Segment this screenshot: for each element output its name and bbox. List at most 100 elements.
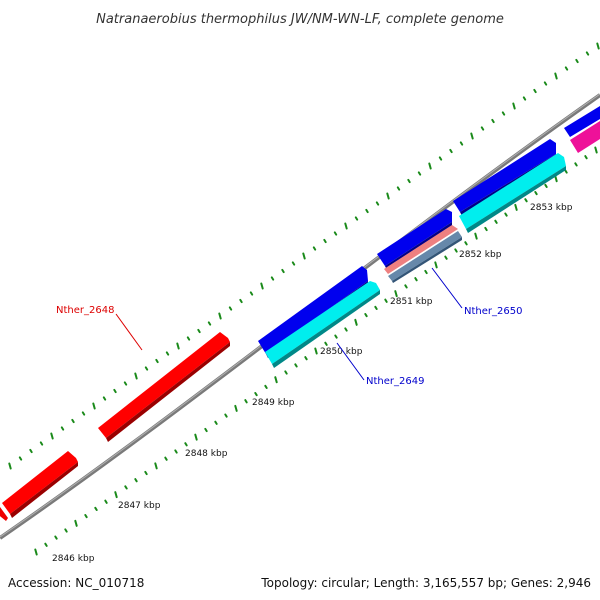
minor-tick (375, 201, 380, 206)
minor-tick (354, 216, 359, 221)
minor-tick (294, 363, 298, 368)
minor-tick (534, 191, 538, 196)
gene-label-nther-2649[interactable]: Nther_2649 (366, 376, 424, 387)
scale-labels: 2846 kbp 2847 kbp 2848 kbp 2849 kbp 2850… (52, 203, 573, 564)
gene-label-nther-2650[interactable]: Nther_2650 (464, 306, 522, 317)
minor-tick (124, 485, 128, 490)
minor-tick (454, 248, 458, 253)
minor-tick (364, 313, 368, 318)
minor-tick (344, 327, 348, 332)
minor-tick (522, 96, 527, 101)
minor-tick (254, 392, 258, 397)
gene-pink-1[interactable] (570, 121, 600, 153)
major-tick (314, 347, 318, 355)
scale-label-2851: 2851 kbp (390, 297, 433, 307)
major-tick (386, 192, 390, 200)
minor-tick (113, 388, 117, 394)
minor-tick (585, 51, 590, 56)
minor-tick (459, 141, 464, 146)
minor-tick (324, 341, 328, 346)
minor-tick (207, 321, 212, 326)
scale-label-2849: 2849 kbp (252, 398, 295, 408)
gene-label-nther-2648[interactable]: Nther_2648 (56, 305, 114, 316)
gene-blue-3[interactable] (453, 139, 556, 212)
gene-cyan-2[interactable] (459, 153, 566, 229)
major-tick (176, 342, 180, 350)
minor-tick (374, 305, 378, 310)
scale-label-2848: 2848 kbp (185, 449, 228, 459)
minor-tick (323, 238, 327, 244)
minor-tick (54, 535, 58, 540)
scale-label-2853: 2853 kbp (530, 203, 573, 213)
minor-tick (491, 118, 495, 124)
major-tick (134, 372, 138, 380)
leader-nther-2650 (431, 267, 463, 309)
minor-tick (39, 441, 44, 446)
minor-tick (134, 478, 138, 483)
minor-tick (204, 427, 208, 433)
minor-tick (417, 171, 422, 176)
major-tick (74, 519, 78, 527)
minor-tick (414, 277, 418, 282)
major-tick (194, 433, 198, 441)
minor-tick (44, 542, 48, 547)
leader-nther-2648 (115, 313, 143, 351)
gene-blue-2[interactable] (377, 209, 452, 266)
minor-tick (60, 426, 65, 431)
scale-label-2847: 2847 kbp (118, 501, 161, 511)
gene-red-2[interactable] (2, 451, 78, 514)
minor-tick (224, 413, 228, 418)
minor-tick (291, 261, 296, 266)
minor-tick (365, 208, 369, 214)
minor-tick (480, 126, 485, 131)
major-tick (92, 402, 96, 410)
gene-nther-2648[interactable] (98, 332, 230, 438)
gene-nther-2650-a[interactable] (384, 225, 458, 274)
minor-tick (270, 276, 275, 281)
minor-tick (334, 334, 338, 339)
major-tick (474, 232, 478, 240)
reverse-strand-genes (265, 121, 600, 368)
gene-blue-4[interactable] (564, 106, 600, 137)
minor-tick (197, 328, 201, 334)
minor-tick (533, 88, 537, 94)
minor-tick (504, 212, 508, 217)
major-tick (218, 312, 222, 320)
major-tick (8, 462, 12, 470)
scale-label-2846: 2846 kbp (52, 554, 95, 564)
minor-tick (281, 268, 285, 274)
minor-tick (64, 528, 68, 533)
genome-summary-text: Topology: circular; Length: 3,165,557 bp… (260, 576, 591, 590)
gene-blue-1[interactable] (258, 266, 368, 354)
major-tick (596, 42, 600, 50)
minor-tick (94, 506, 98, 511)
gene-nther-2650-b-edge (392, 237, 462, 283)
minor-tick (501, 111, 506, 116)
minor-tick (155, 358, 159, 364)
major-tick (394, 290, 398, 298)
minor-tick (333, 231, 338, 236)
gene-nther-2650-b[interactable] (388, 231, 462, 281)
minor-tick (407, 178, 411, 184)
major-tick (154, 462, 158, 470)
gene-red-2-edge (10, 462, 78, 518)
minor-tick (574, 162, 578, 167)
minor-tick (564, 66, 569, 71)
minor-tick (244, 399, 248, 404)
major-tick (344, 222, 348, 230)
minor-tick (284, 370, 288, 375)
gene-nther-2649[interactable] (265, 281, 380, 364)
minor-tick (29, 448, 33, 454)
minor-tick (544, 183, 548, 188)
minor-tick (384, 298, 388, 303)
minor-tick (312, 246, 317, 251)
gene-red-1[interactable] (0, 507, 8, 521)
minor-tick (564, 169, 568, 174)
major-tick (50, 432, 54, 440)
major-tick (260, 282, 264, 290)
minor-tick (164, 456, 168, 461)
accession-text: Accession: NC_010718 (8, 576, 144, 590)
minor-tick (144, 366, 149, 371)
minor-tick (18, 456, 23, 461)
